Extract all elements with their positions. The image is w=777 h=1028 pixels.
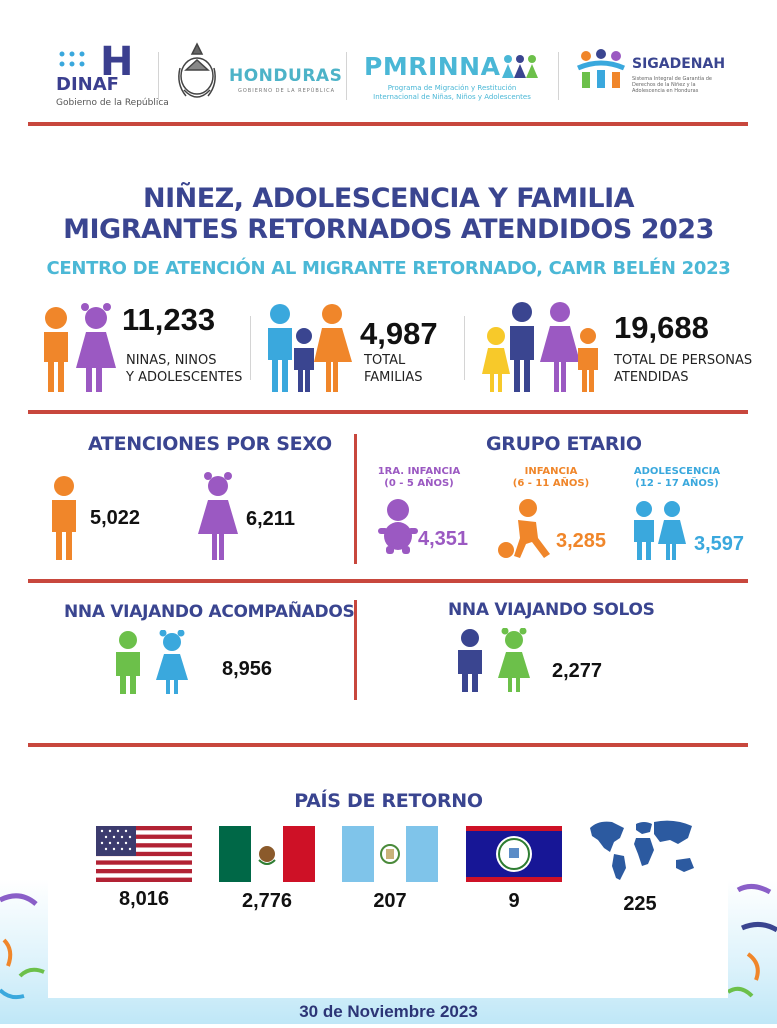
belize-flag-icon [466,826,562,882]
header-divider [158,52,159,100]
solos-value: 2,277 [552,660,603,682]
world-map-icon [590,820,694,880]
stat-label: NINAS, NINOS [126,353,217,368]
pmrinna-sub: Programa de Migración y Restitución Inte… [373,84,531,101]
stat-value: 4,987 [360,316,438,351]
children-alone-icon [458,628,530,692]
divider-rule [28,122,748,126]
stat-total-persons: 19,688 TOTAL DE PERSONAS ATENDIDAS [476,300,752,396]
sigadenah-name: SIGADENAH [632,56,726,72]
stat-families: 4,987 TOTAL FAMILIAS [262,300,462,396]
divider-rule [28,743,748,747]
confetti-decoration [0,880,777,1024]
country-value: 2,776 [241,890,293,912]
age-group-value: 3,285 [556,530,607,552]
sigadenah-people-icon [577,49,625,88]
section-divider [354,600,357,700]
usa-flag-icon [96,826,192,882]
stat-divider [250,316,251,380]
stat-label: FAMILIAS [364,370,423,385]
dinaf-stars-icon [59,51,85,67]
dinaf-mark: H [100,39,134,85]
honduras-name: HONDURAS [229,66,343,86]
country-value: 9 [508,890,520,912]
age-group-value: 4,351 [418,528,469,550]
baby-icon [378,499,418,554]
adolescents-icon [634,501,686,560]
acompanados-title: NNA VIAJANDO ACOMPAÑADOS [64,602,355,622]
etario-title: GRUPO ETARIO [486,433,642,455]
dinaf-logo: H DINAF Gobierno de la República [56,39,169,108]
girl-icon [198,472,238,560]
solos-title: NNA VIAJANDO SOLOS [448,600,655,620]
pmrinna-name: PMRINNA [364,52,501,81]
header-divider [346,52,347,100]
footer-date: 30 de Noviembre 2023 [299,1002,478,1021]
guatemala-flag-icon [342,826,438,882]
female-value: 6,211 [246,508,295,530]
stat-label: Y ADOLESCENTES [126,370,243,385]
country-value: 207 [373,890,407,912]
large-family-icon [482,302,598,392]
children-accompanied-icon [116,630,188,694]
section-divider [354,434,357,564]
honduras-sub: GOBIERNO DE LA REPÚBLICA [238,88,336,94]
age-group-value: 3,597 [694,533,745,555]
family-icon [268,304,352,392]
title-line-2: MIGRANTES RETORNADOS ATENDIDOS 2023 [63,214,714,245]
honduras-coat-of-arms-icon [178,42,216,98]
content-card [48,880,728,998]
sigadenah-logo: SIGADENAH Sistema Integral de Garantía d… [574,46,726,106]
age-group-label: INFANCIA (6 - 11 AÑOS) [512,466,590,489]
boy-girl-icon [44,303,116,392]
divider-rule [28,579,748,583]
stat-label: TOTAL DE PERSONAS [614,353,753,368]
age-group-label: ADOLESCENCIA (12 - 17 AÑOS) [633,466,721,489]
male-value: 5,022 [90,507,141,529]
header-divider [558,52,559,100]
pmrinna-people-icon [502,55,538,78]
sexo-title: ATENCIONES POR SEXO [88,433,332,455]
country-value: 225 [623,893,657,915]
stat-label: TOTAL [364,353,406,368]
dinaf-name: DINAF [56,74,119,95]
stat-label: ATENDIDAS [614,370,689,385]
stat-children: 11,233 NINAS, NINOS Y ADOLESCENTES [36,300,256,396]
sigadenah-sub: Sistema Integral de Garantía de Derechos… [632,76,712,94]
pmrinna-logo: PMRINNA Programa de Migración y Restituc… [364,52,544,108]
country-value: 8,016 [118,888,170,910]
age-group-label: 1RA. INFANCIA (0 - 5 AÑOS) [377,466,461,489]
divider-rule [28,410,748,414]
child-playing-ball-icon [498,499,550,558]
title-line-1: NIÑEZ, ADOLESCENCIA Y FAMILIA [142,183,635,214]
subtitle: CENTRO DE ATENCIÓN AL MIGRANTE RETORNADO… [46,258,731,279]
acompanados-value: 8,956 [222,658,273,680]
dinaf-sub: Gobierno de la República [56,98,169,108]
stat-value: 19,688 [614,310,709,345]
pais-title: PAÍS DE RETORNO [294,790,483,812]
stat-divider [464,316,465,380]
boy-icon [52,476,76,560]
honduras-logo: HONDURAS GOBIERNO DE LA REPÚBLICA [172,38,342,110]
mexico-flag-icon [219,826,315,882]
stat-value: 11,233 [122,302,216,337]
